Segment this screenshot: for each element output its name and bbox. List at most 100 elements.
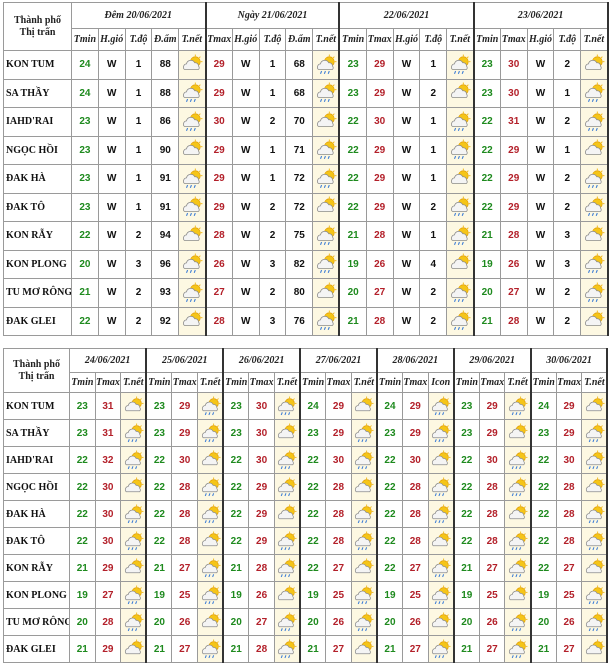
weather-icon	[316, 253, 337, 274]
value-cell: 22	[530, 500, 557, 528]
value-cell: 1	[258, 135, 287, 165]
subheader: T.nết	[178, 28, 207, 51]
weather-icon	[584, 196, 605, 217]
weather-icon-cell	[446, 50, 475, 80]
weather-icon-cell	[580, 221, 609, 251]
value-cell: 86	[151, 107, 180, 137]
weather-icon-cell	[273, 500, 302, 528]
weather-icon	[316, 139, 337, 160]
value-cell: 30	[94, 500, 122, 528]
value-cell: 3	[258, 306, 287, 336]
weather-icon	[182, 225, 203, 241]
weather-icon	[278, 477, 297, 496]
corner-text: Thị trấn	[18, 370, 55, 382]
value-cell: W	[97, 192, 126, 222]
data-row: ĐAK HÀ 22 30 22 28 22 29 22 28 22 28 22 28 22 28	[3, 500, 609, 528]
value-cell: 28	[478, 527, 506, 555]
value-cell: 23	[473, 50, 501, 80]
value-cell: 30	[248, 392, 275, 420]
subheader: Tmax	[478, 372, 506, 393]
weather-icon-cell	[350, 608, 378, 636]
weather-icon	[509, 396, 528, 415]
weather-icon-cell	[504, 554, 532, 582]
header-row: Thành phố Thị trấn Đêm 20/06/2021 Ngày 21/0…	[3, 2, 609, 51]
weather-icon	[509, 477, 528, 496]
value-cell: 21	[145, 554, 173, 582]
weather-icon	[278, 504, 297, 519]
value-cell: W	[392, 78, 421, 108]
weather-icon	[450, 82, 471, 99]
weather-icon	[316, 196, 337, 213]
value-cell: 21	[376, 635, 404, 663]
value-cell: 22	[473, 192, 501, 222]
weather-icon	[182, 253, 203, 274]
weather-icon-cell	[580, 278, 609, 308]
value-cell: 30	[499, 78, 528, 108]
value-cell: 88	[151, 50, 180, 80]
value-cell: 22	[453, 500, 480, 528]
weather-icon-cell	[581, 446, 609, 474]
value-cell: 30	[555, 446, 583, 474]
weather-icon	[182, 139, 203, 156]
value-cell: 29	[325, 392, 352, 420]
value-cell: 2	[419, 278, 448, 308]
weather-icon	[124, 396, 144, 411]
value-cell: 24	[530, 392, 557, 420]
weather-icon-cell	[504, 473, 532, 501]
weather-icon-cell	[581, 473, 609, 501]
weather-icon-cell	[581, 527, 609, 555]
data-row: SA THẦY 24 W 1 88 29 W 1 68 23 29 W 2 23 30 W 1	[3, 78, 609, 108]
value-cell: 22	[299, 473, 327, 501]
value-cell: 29	[365, 78, 394, 108]
weather-icon	[316, 111, 337, 127]
value-cell: W	[526, 221, 555, 251]
value-cell: 2	[258, 221, 287, 251]
value-cell: 28	[365, 221, 394, 251]
weather-icon	[509, 612, 528, 631]
weather-icon	[584, 253, 605, 274]
weather-icon	[316, 54, 337, 74]
value-cell: 29	[205, 50, 233, 80]
value-cell: 1	[419, 135, 448, 165]
value-cell: 1	[419, 221, 448, 251]
value-cell: 29	[499, 135, 528, 165]
subheader: H.gió	[526, 28, 555, 51]
subheader: T.độ	[258, 28, 287, 51]
subheader: Tmin	[222, 372, 250, 393]
value-cell: 27	[325, 635, 352, 663]
value-cell: 1	[419, 107, 448, 137]
weather-icon-cell	[581, 581, 609, 609]
weather-icon	[432, 477, 451, 496]
weather-icon-cell	[427, 500, 455, 528]
value-cell: 28	[402, 527, 429, 555]
corner-header: Thành phố Thị trấn	[3, 348, 70, 393]
value-cell: 29	[365, 192, 394, 222]
weather-icon	[450, 54, 471, 74]
value-cell: 31	[94, 392, 122, 420]
weather-icon	[316, 225, 337, 245]
subheader: Tmax	[402, 372, 429, 393]
value-cell: 22	[222, 473, 250, 501]
data-row: IAHD'RAI 22 32 22 30 22 30 22 30 22 30 22 30 22 30	[3, 446, 609, 474]
value-cell: 25	[555, 581, 583, 609]
weather-icon	[432, 504, 451, 523]
weather-icon-cell	[273, 581, 302, 609]
value-cell: 22	[453, 527, 480, 555]
subheader: Tmin	[145, 372, 173, 393]
weather-icon-cell	[120, 500, 148, 528]
value-cell: W	[392, 278, 421, 308]
weather-icon	[278, 585, 297, 600]
value-cell: W	[526, 107, 555, 137]
value-cell: W	[526, 278, 555, 308]
weather-icon-cell	[504, 635, 532, 663]
city-name: ĐAK TÔ	[3, 527, 70, 555]
value-cell: 24	[71, 50, 99, 80]
city-name: ĐAK GLEI	[3, 635, 70, 663]
weather-icon-cell	[178, 306, 207, 336]
data-row: ĐAK TÔ 22 30 22 28 22 29 22 28 22 28 22 28 22 28	[3, 527, 609, 555]
value-cell: 21	[222, 635, 250, 663]
value-cell: 2	[419, 78, 448, 108]
value-cell: 72	[285, 192, 314, 222]
city-name: NGỌC HỒI	[3, 135, 72, 165]
weather-icon-cell	[504, 392, 532, 420]
